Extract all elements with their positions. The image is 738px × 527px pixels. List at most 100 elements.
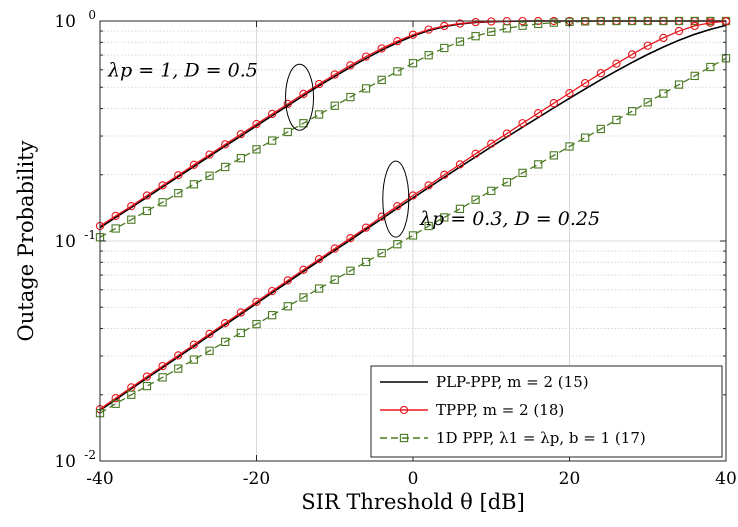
data-point xyxy=(236,328,245,338)
data-point xyxy=(534,109,543,118)
series-line xyxy=(99,20,727,410)
data-point xyxy=(111,399,120,408)
data-point xyxy=(236,154,245,163)
annotation-ellipse xyxy=(285,63,315,131)
data-point xyxy=(393,202,402,211)
series-4 xyxy=(95,17,731,414)
data-point xyxy=(674,26,684,36)
data-point xyxy=(549,99,558,108)
data-point xyxy=(377,212,386,221)
data-point xyxy=(690,71,699,81)
data-point xyxy=(174,351,183,360)
data-point xyxy=(221,162,230,172)
data-point xyxy=(252,297,261,306)
data-point xyxy=(518,21,527,30)
data-point xyxy=(283,99,292,109)
legend-swatch-marker xyxy=(399,405,409,415)
data-point xyxy=(205,346,214,355)
data-point xyxy=(393,240,402,249)
y-tick-label: 10 xyxy=(54,452,76,472)
data-point xyxy=(346,234,355,243)
data-point xyxy=(142,191,152,200)
data-point xyxy=(283,302,292,311)
y-tick-label: 10 xyxy=(54,12,76,32)
data-point xyxy=(127,202,136,211)
data-point xyxy=(565,88,574,98)
data-point xyxy=(142,372,152,381)
series-3 xyxy=(99,24,727,411)
data-point xyxy=(455,160,465,169)
data-point xyxy=(440,170,449,179)
data-point xyxy=(158,361,167,371)
annotation-label: λp = 1, D = 0.5 xyxy=(107,59,258,81)
data-point xyxy=(455,19,465,28)
data-point xyxy=(221,319,230,328)
annotations: λp = 1, D = 0.5 λp = 0.3, D = 0.25 xyxy=(107,59,600,238)
data-point xyxy=(252,145,261,154)
data-point xyxy=(283,276,292,285)
data-point xyxy=(299,119,308,128)
data-point xyxy=(346,61,355,70)
y-axis-label: Outage Probability xyxy=(14,140,38,341)
data-point xyxy=(408,30,418,39)
data-point xyxy=(111,394,120,403)
legend-box xyxy=(370,365,723,458)
data-point xyxy=(174,364,183,373)
data-point xyxy=(314,254,324,264)
data-point xyxy=(706,62,715,72)
legend-label: PLP-PPP, m = 2 (15) xyxy=(436,373,589,391)
data-point xyxy=(377,248,386,258)
data-point xyxy=(158,181,167,190)
data-point xyxy=(502,129,512,138)
data-point xyxy=(440,213,449,222)
grid xyxy=(100,21,726,461)
data-point xyxy=(205,150,214,159)
data-point xyxy=(189,355,199,364)
data-point xyxy=(471,149,480,158)
x-tick-label: -40 xyxy=(86,469,113,489)
legend: PLP-PPP, m = 2 (15) TPPP, m = 2 (18) 1D PP… xyxy=(370,365,723,458)
data-point xyxy=(424,181,433,190)
data-point xyxy=(393,36,402,46)
data-point xyxy=(502,24,512,33)
data-point xyxy=(330,101,339,110)
series-line xyxy=(99,57,727,414)
data-point xyxy=(659,89,668,98)
data-point xyxy=(377,44,386,53)
data-point xyxy=(111,224,120,233)
data-point xyxy=(580,133,590,142)
data-point xyxy=(424,51,433,60)
data-point xyxy=(361,223,371,232)
data-point xyxy=(221,140,230,149)
data-point xyxy=(627,107,637,116)
series-line xyxy=(99,24,727,411)
data-point xyxy=(643,41,652,50)
y-tick-exponent: -2 xyxy=(84,448,96,462)
legend-label: 1D PPP, λ1 = λp, b = 1 (17) xyxy=(436,429,646,447)
data-point xyxy=(127,390,136,399)
data-point xyxy=(581,78,590,88)
data-point xyxy=(487,186,496,196)
data-point xyxy=(236,308,245,317)
data-point xyxy=(205,329,214,339)
data-point xyxy=(330,275,339,284)
data-point xyxy=(189,340,199,349)
data-point xyxy=(330,244,339,253)
data-point xyxy=(158,373,167,382)
data-point xyxy=(549,18,558,27)
data-point xyxy=(549,151,558,160)
legend-label: TPPP, m = 2 (18) xyxy=(436,401,564,419)
data-point xyxy=(189,160,199,169)
data-point xyxy=(377,75,386,85)
data-point xyxy=(252,119,261,129)
data-point xyxy=(455,37,465,46)
x-axis-label: SIR Threshold θ [dB] xyxy=(301,490,525,514)
data-point xyxy=(330,70,339,79)
data-point xyxy=(502,178,512,187)
data-point xyxy=(127,215,136,224)
data-point xyxy=(408,59,418,68)
data-point xyxy=(424,25,433,34)
data-point xyxy=(408,191,418,200)
data-point xyxy=(299,89,308,99)
